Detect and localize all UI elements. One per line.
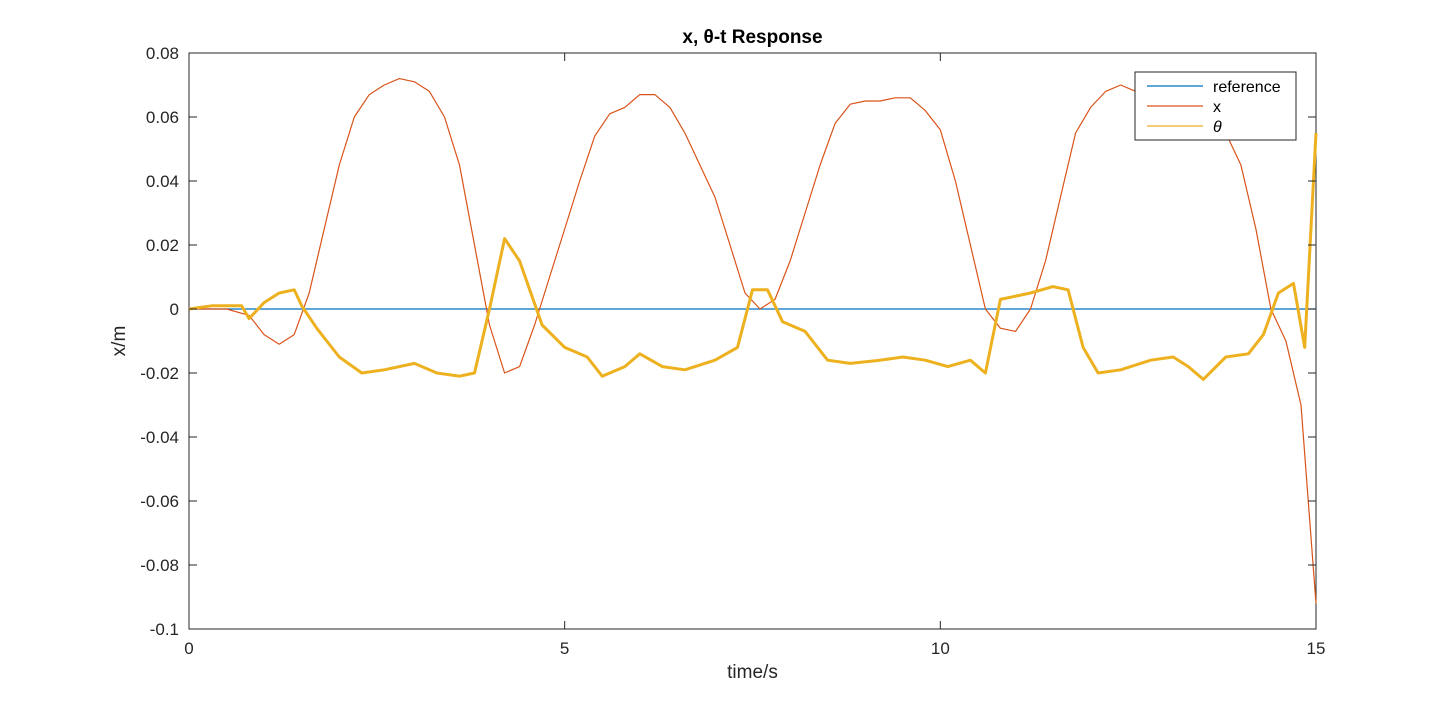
series-line-theta [188,132,1318,381]
x-axis-label: time/s [727,662,778,683]
x-axis: 0 5 10 15 [184,53,1325,658]
y-tick-label: -0.1 [150,620,179,639]
x-tick-label: 10 [931,639,950,658]
legend-label: reference [1213,79,1281,96]
y-tick-label: -0.08 [140,556,179,575]
legend-label: θ [1213,119,1222,136]
series-layer [188,77,1318,604]
x-tick-label: 15 [1307,639,1326,658]
y-tick-label: -0.04 [140,428,179,447]
plot-area [188,52,1317,630]
y-axis-label: x/m [109,326,130,357]
y-tick-label: 0 [170,300,179,319]
x-tick-label: 0 [184,639,193,658]
y-tick-label: -0.06 [140,492,179,511]
legend-label: x [1213,99,1221,116]
y-tick-label: -0.02 [140,364,179,383]
y-tick-label: 0.04 [146,172,179,191]
y-tick-label: 0.06 [146,108,179,127]
chart-title: x, θ-t Response [682,27,822,48]
y-axis: -0.1 -0.08 -0.06 -0.04 -0.02 0 0.02 0.04 0.06 0.0… [140,44,1316,639]
legend: reference xθ [1134,71,1297,141]
y-tick-label: 0.02 [146,236,179,255]
x-tick-label: 5 [560,639,569,658]
series-line-x [189,77,1317,604]
y-tick-label: 0.08 [146,44,179,63]
